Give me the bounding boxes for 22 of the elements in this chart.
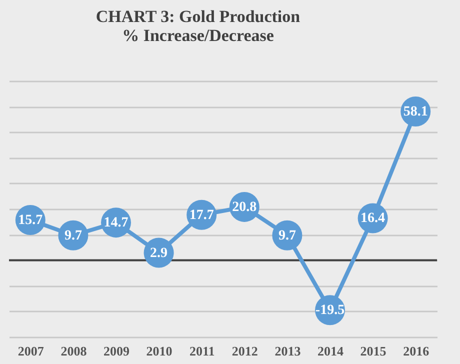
data-label: 2.9 [150,246,168,261]
x-tick-label: 2012 [232,344,258,358]
x-tick-label: 2011 [189,344,215,358]
data-label: 20.8 [232,200,257,215]
data-label: 9.7 [64,228,82,244]
x-tick-label: 2008 [60,344,88,358]
x-tick-label: 2013 [274,344,302,358]
x-tick-label: 2015 [360,344,387,358]
data-label: -19.5 [315,303,345,318]
chart-title: CHART 3: Gold Production [96,7,301,26]
data-label: 17.7 [189,208,214,223]
x-tick-label: 2016 [403,344,430,358]
x-tick-label: 2014 [318,344,344,358]
data-label: 14.7 [104,216,128,231]
data-label: 15.7 [18,213,43,228]
x-tick-label: 2007 [18,344,44,358]
data-label: 16.4 [360,211,386,226]
x-tick-label: 2010 [146,344,172,358]
chart-subtitle: % Increase/Decrease [122,26,274,45]
data-label: 58.1 [403,104,428,120]
data-label: 9.7 [278,228,296,244]
x-tick-label: 2009 [104,344,130,358]
